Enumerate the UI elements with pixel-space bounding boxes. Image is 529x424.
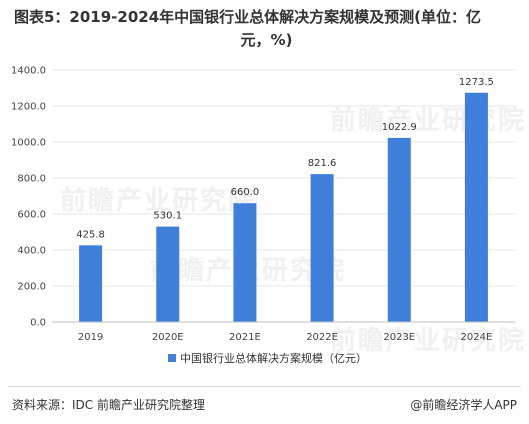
x-tick-label: 2022E — [306, 332, 338, 343]
legend-swatch — [168, 354, 176, 362]
data-label: 530.1 — [153, 211, 182, 222]
bar — [387, 137, 411, 322]
data-label: 660.0 — [231, 187, 260, 198]
y-tick-label: 1000.0 — [11, 138, 46, 149]
bar — [233, 203, 257, 322]
y-tick-label: 800.0 — [17, 174, 46, 185]
bar — [464, 92, 488, 323]
bar — [79, 245, 103, 322]
y-tick-label: 1200.0 — [11, 102, 46, 113]
data-label: 821.6 — [308, 158, 337, 169]
y-tick-label: 200.0 — [17, 282, 46, 293]
chart-title: 图表5：2019-2024年中国银行业总体解决方案规模及预测(单位：亿 元，%) — [14, 6, 519, 52]
x-tick-label: 2019 — [78, 332, 103, 343]
credit-note: @前瞻经济学人APP — [410, 398, 517, 412]
legend-label: 中国银行业总体解决方案规模（亿元） — [180, 351, 367, 365]
data-label: 1022.9 — [382, 122, 417, 133]
footer-divider — [8, 386, 521, 387]
x-tick-label: 2024E — [461, 332, 493, 343]
chart-title-line1: 图表5：2019-2024年中国银行业总体解决方案规模及预测(单位：亿 — [14, 8, 482, 26]
legend: 中国银行业总体解决方案规模（亿元） — [168, 351, 367, 365]
chart-title-line2: 元，%) — [240, 31, 293, 49]
y-axis-ticks: 0.0 200.0 400.0 600.0 800.0 1000.0 1200.0 1400.… — [11, 66, 46, 329]
source-note: 资料来源：IDC 前瞻产业研究院整理 — [12, 398, 205, 412]
grid-lines — [52, 69, 515, 287]
y-tick-label: 1400.0 — [11, 66, 46, 77]
bar — [310, 174, 334, 322]
y-tick-label: 600.0 — [17, 210, 46, 221]
data-labels: 425.8 530.1 660.0 821.6 1022.9 1273.5 — [76, 77, 494, 241]
bar-chart: 0.0 200.0 400.0 600.0 800.0 1000.0 1200.0 1400.… — [11, 66, 515, 365]
y-tick-label: 400.0 — [17, 246, 46, 257]
x-tick-label: 2021E — [229, 332, 261, 343]
x-axis-ticks: 2019 2020E 2021E 2022E 2023E 2024E — [78, 332, 492, 343]
bars — [79, 92, 488, 323]
data-label: 425.8 — [76, 229, 105, 240]
data-label: 1273.5 — [459, 77, 494, 88]
y-tick-label: 0.0 — [30, 318, 46, 329]
x-tick-label: 2020E — [152, 332, 184, 343]
x-tick-label: 2023E — [383, 332, 415, 343]
bar — [156, 226, 180, 322]
